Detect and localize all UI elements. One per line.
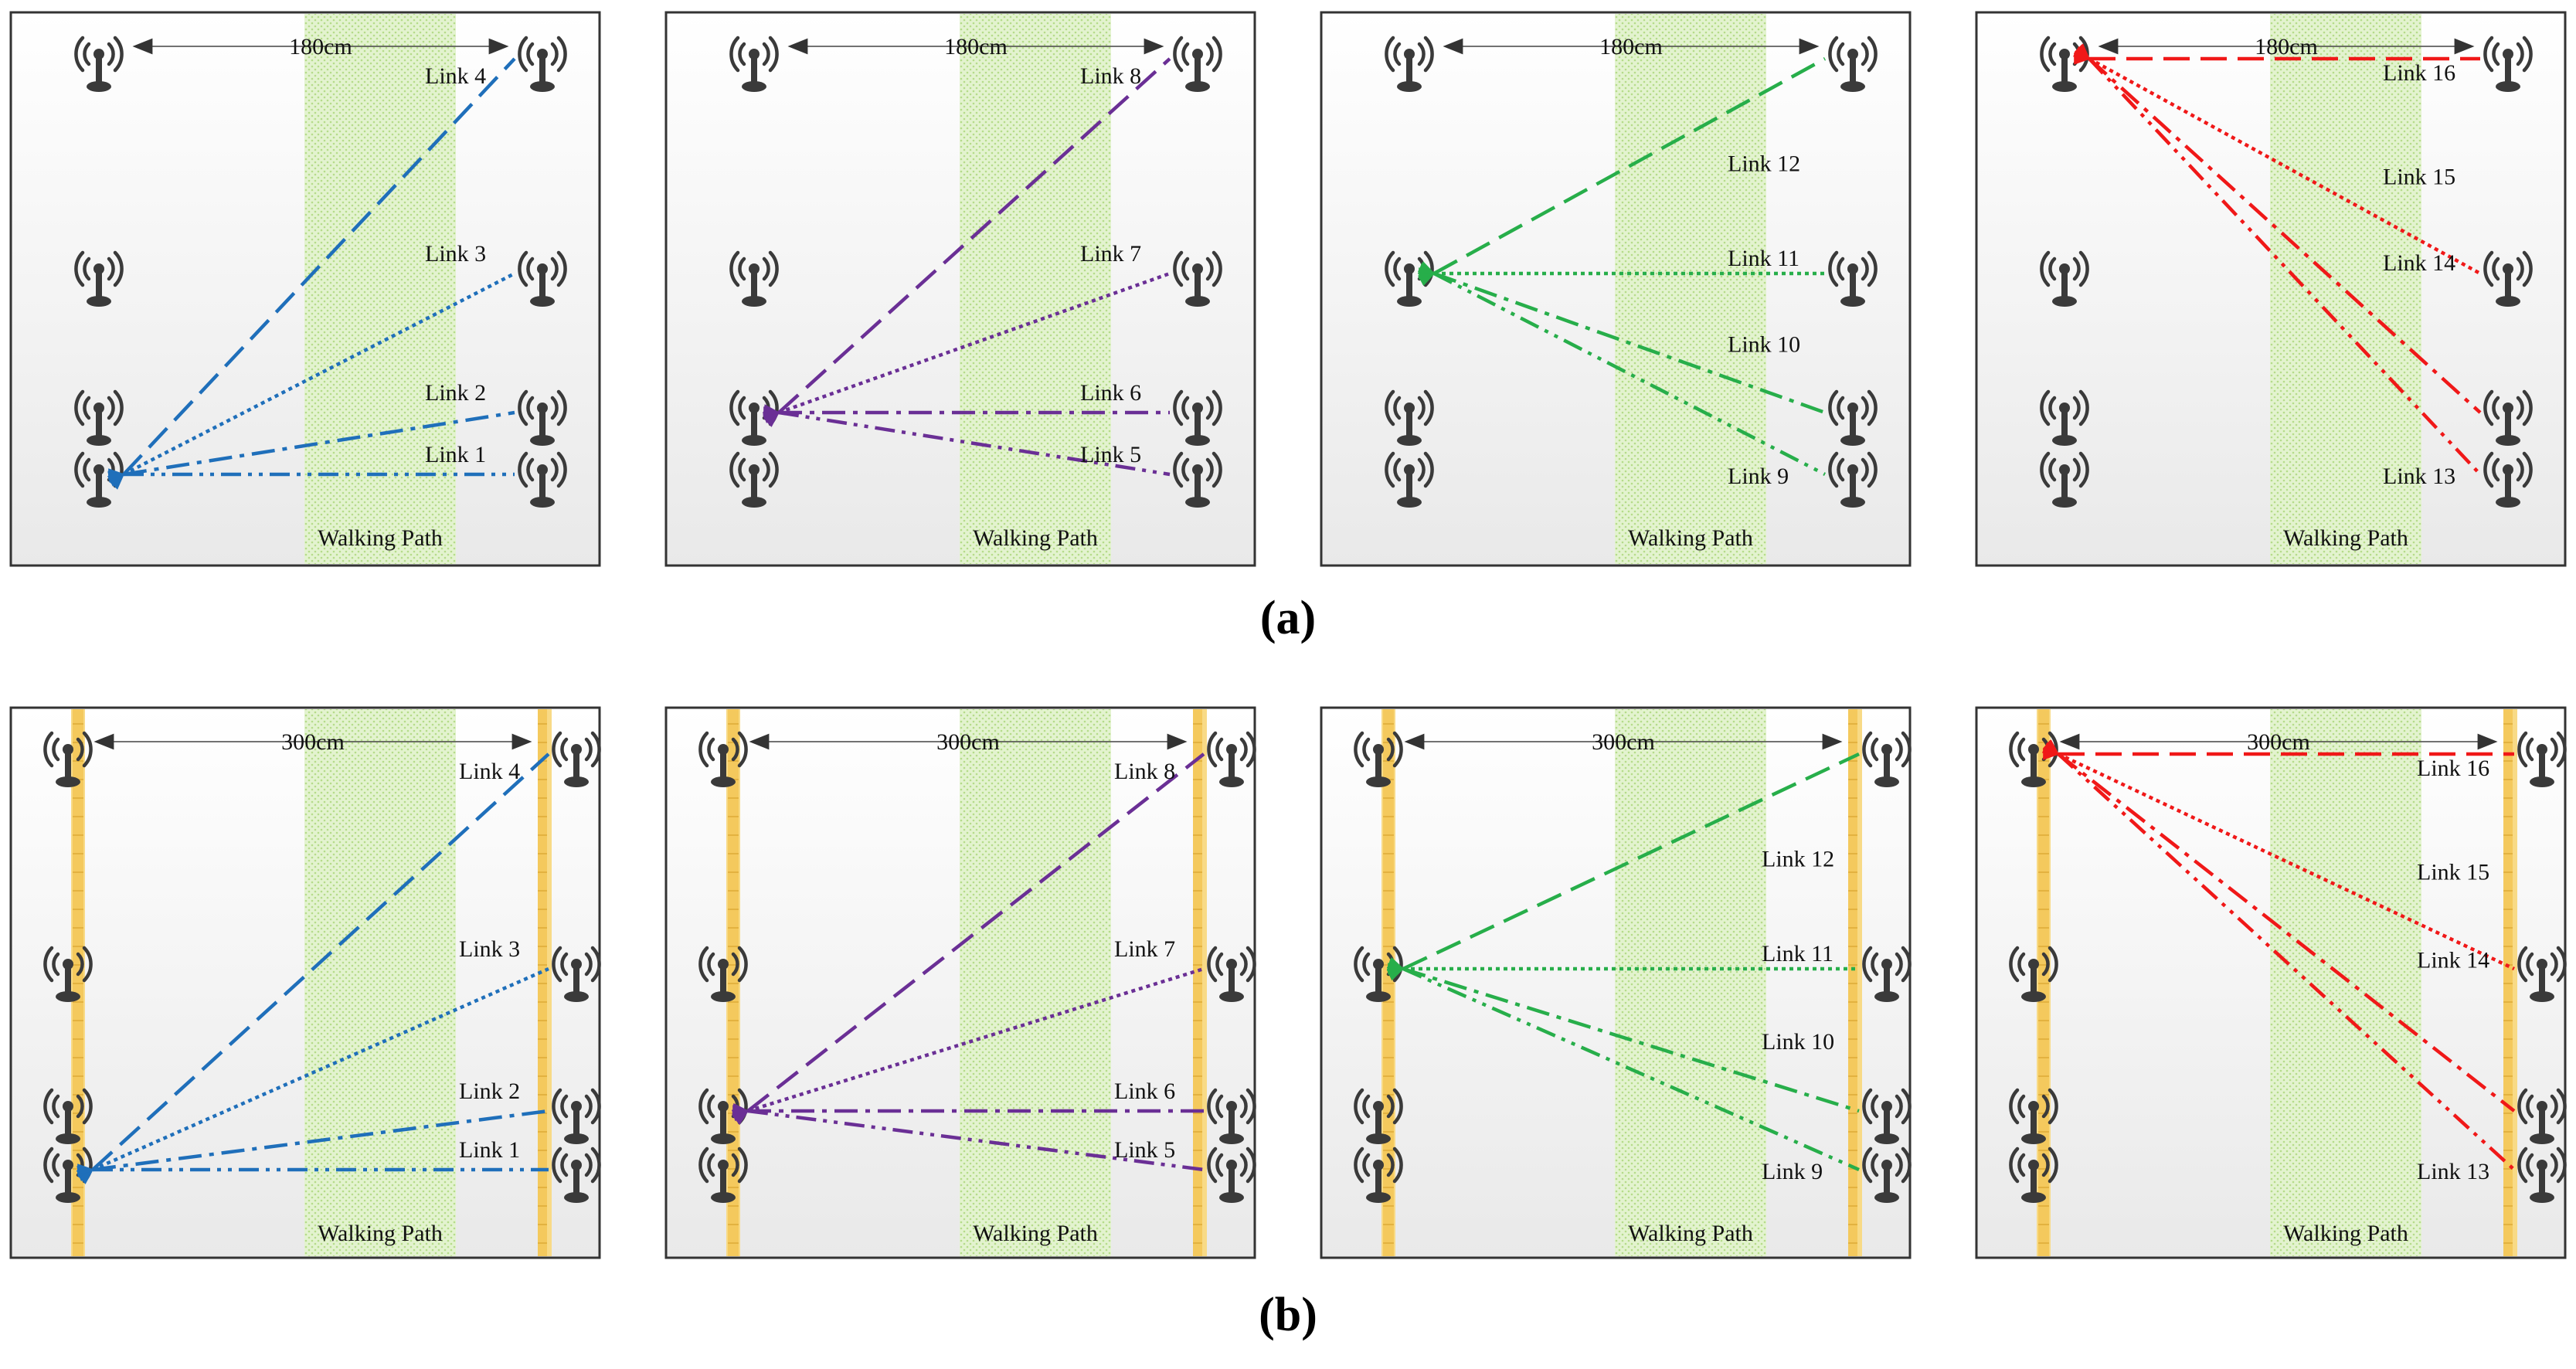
link-line	[1417, 57, 1827, 287]
link-line	[2043, 739, 2516, 1171]
link-line	[77, 752, 550, 1185]
walking-path-label: Walking Path	[973, 525, 1098, 551]
link-line	[732, 752, 1205, 1126]
walking-path-area	[1615, 709, 1766, 1256]
link-label: Link 16	[2383, 60, 2455, 86]
figure-row: Walking Path 180cm Link 4 Link 3 Link 2 Link …	[9, 11, 2567, 644]
link-label: Link 16	[2417, 756, 2489, 781]
link-label: Link 8	[1080, 63, 1141, 89]
walking-path-label: Walking Path	[2283, 525, 2408, 551]
link-label: Link 3	[459, 936, 520, 962]
link-label: Link 13	[2383, 464, 2455, 489]
walking-path-label: Walking Path	[318, 525, 443, 551]
walking-path-label: Walking Path	[1628, 525, 1753, 551]
walking-path-label: Walking Path	[2283, 1221, 2408, 1246]
walking-path-area	[304, 709, 456, 1256]
link-line	[76, 1109, 549, 1178]
walking-path-area	[304, 14, 456, 564]
walking-path-area	[2270, 14, 2421, 564]
panel: Walking Path 180cm Link 4 Link 3 Link 2 Link …	[9, 11, 601, 567]
link-line	[2072, 46, 2482, 275]
link-label: Link 13	[2417, 1159, 2489, 1184]
link-line	[732, 1102, 1205, 1172]
link-label: Link 9	[1728, 464, 1789, 489]
walking-path-area	[960, 14, 1111, 564]
link-label: Link 2	[459, 1079, 520, 1104]
link-label: Link 7	[1114, 936, 1175, 962]
mounting-post	[538, 709, 552, 1256]
link-line	[763, 404, 1171, 477]
link-line	[763, 57, 1171, 427]
link-line	[731, 966, 1205, 1122]
distance-label: 300cm	[281, 729, 345, 755]
distance-label: 180cm	[289, 34, 352, 59]
panel: Walking Path 300cm Link 4 Link 3 Link 2 Link …	[9, 706, 600, 1259]
link-label: Link 4	[425, 63, 486, 89]
link-label: Link 6	[1114, 1079, 1175, 1104]
distance-label: 300cm	[936, 729, 1000, 755]
link-label: Link 10	[1728, 332, 1800, 358]
row-caption: (b)	[1259, 1289, 1317, 1341]
walking-path-label: Walking Path	[1628, 1221, 1753, 1246]
panel: Walking Path 300cm Link 8 Link 7 Link 6 Link …	[664, 706, 1255, 1259]
row-caption: (a)	[1260, 592, 1316, 644]
link-line	[2074, 44, 2482, 414]
link-label: Link 6	[1080, 380, 1141, 406]
walking-path-label: Walking Path	[973, 1221, 1098, 1246]
distance-label: 180cm	[944, 34, 1008, 59]
link-label: Link 1	[459, 1137, 520, 1163]
link-label: Link 9	[1762, 1159, 1823, 1184]
link-label: Link 10	[1762, 1029, 1834, 1055]
link-label: Link 12	[1762, 847, 1834, 872]
link-line	[1386, 752, 1860, 981]
link-label: Link 11	[1762, 941, 1833, 966]
distance-label: 300cm	[1592, 729, 1655, 755]
link-line	[76, 966, 549, 1182]
link-line	[107, 410, 515, 483]
link-label: Link 4	[459, 759, 520, 784]
panel: Walking Path 300cm Link 16 Link 15 Link 14 Li…	[1975, 706, 2565, 1259]
mounting-post	[2503, 709, 2517, 1256]
link-label: Link 5	[1114, 1137, 1175, 1163]
link-label: Link 8	[1114, 759, 1175, 784]
link-label: Link 15	[2383, 164, 2455, 189]
link-label: Link 14	[2383, 250, 2455, 276]
link-label: Link 15	[2417, 859, 2489, 885]
link-label: Link 5	[1080, 442, 1141, 467]
mounting-post	[1381, 709, 1395, 1256]
mounting-post	[1848, 709, 1862, 1256]
distance-label: 180cm	[1599, 34, 1663, 59]
link-label: Link 3	[425, 241, 486, 267]
link-line	[2042, 739, 2516, 1113]
link-line	[1386, 958, 1860, 1113]
link-label: Link 12	[1728, 151, 1800, 177]
distance-label: 180cm	[2255, 34, 2318, 59]
walking-path-area	[2270, 709, 2421, 1256]
panel: Walking Path 180cm Link 16 Link 15 Link 14 Li…	[1975, 11, 2567, 567]
link-label: Link 11	[1728, 246, 1799, 271]
link-line	[1386, 956, 1860, 1172]
mounting-post	[71, 709, 85, 1256]
mounting-post	[2037, 709, 2051, 1256]
mounting-post	[1193, 709, 1207, 1256]
panel: Walking Path 300cm Link 12 Link 11 Link 10 Li…	[1320, 706, 1910, 1259]
link-line	[107, 271, 516, 487]
link-line	[108, 57, 516, 490]
link-label: Link 7	[1080, 241, 1141, 267]
walking-path-label: Walking Path	[318, 1221, 443, 1246]
link-line	[2041, 742, 2515, 971]
panel: Walking Path 180cm Link 12 Link 11 Link 10 Li…	[1320, 11, 1912, 567]
walking-path-area	[960, 709, 1111, 1256]
figure-row: Walking Path 300cm Link 4 Link 3 Link 2 Link …	[9, 706, 2565, 1341]
panel: Walking Path 180cm Link 8 Link 7 Link 6 Link …	[664, 11, 1256, 567]
distance-label: 300cm	[2247, 729, 2310, 755]
link-label: Link 14	[2417, 947, 2489, 973]
link-label: Link 1	[425, 442, 486, 467]
link-label: Link 2	[425, 380, 486, 406]
link-line	[1417, 263, 1826, 415]
